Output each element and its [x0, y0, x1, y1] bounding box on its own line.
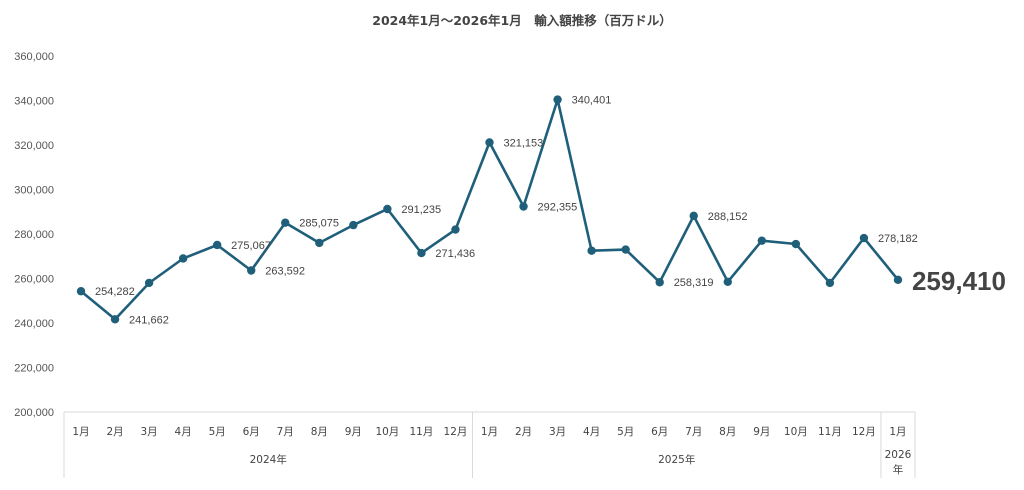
data-point — [893, 275, 903, 285]
data-point — [655, 278, 664, 287]
x-tick-label: 4月 — [583, 426, 600, 438]
x-tick-label: 9月 — [753, 426, 770, 438]
x-tick-label: 11月 — [409, 426, 433, 438]
data-label: 263,592 — [265, 266, 305, 278]
latest-value-label: 259,410 — [912, 266, 1006, 296]
y-tick-label: 340,000 — [14, 96, 54, 108]
x-axis: 1月 2月 3月 4月 5月 6月 7月 8月 9月 10月 11月 12月 1月 2月 3月 4月 5月 6月 7… — [63, 411, 916, 478]
data-point — [723, 277, 732, 287]
x-tick-label: 10月 — [784, 426, 808, 438]
x-tick-label: 8月 — [719, 426, 736, 438]
data-label: 254,282 — [95, 286, 135, 298]
y-tick-label: 240,000 — [14, 318, 54, 330]
data-point — [178, 254, 188, 263]
data-labels: 254,282 241,662 275,067 263,592 285,075 291,2… — [95, 95, 1006, 327]
data-point — [144, 278, 154, 288]
x-tick-label: 11月 — [818, 426, 842, 438]
x-tick-label: 3月 — [549, 426, 566, 438]
x-tick-label: 9月 — [345, 426, 362, 438]
x-tick-label: 1月 — [889, 426, 906, 438]
plot-area — [76, 95, 903, 324]
y-tick-label: 280,000 — [14, 229, 54, 241]
y-tick-label: 320,000 — [14, 140, 54, 152]
year-group-label: 2026 年 — [885, 449, 912, 476]
data-point — [110, 315, 120, 324]
x-tick-label: 12月 — [852, 426, 876, 438]
y-tick-label: 300,000 — [14, 185, 54, 197]
x-tick-label: 4月 — [175, 426, 192, 438]
data-label: 292,355 — [538, 202, 578, 214]
x-tick-label: 8月 — [311, 426, 328, 438]
x-tick-label: 5月 — [617, 426, 634, 438]
chart-title: 2024年1月～2026年1月 輸入額推移（百万ドル） — [372, 13, 671, 28]
x-tick-label: 12月 — [444, 426, 468, 438]
x-tick-label: 7月 — [685, 426, 702, 438]
data-label: 278,182 — [878, 233, 918, 245]
data-label: 285,075 — [299, 218, 339, 230]
data-point — [587, 246, 596, 255]
x-tick-label: 1月 — [72, 426, 89, 438]
x-tick-label: 6月 — [651, 426, 668, 438]
data-point — [281, 218, 290, 227]
year-group-label: 2024年 — [250, 453, 287, 466]
data-label: 340,401 — [572, 95, 612, 107]
data-point — [757, 236, 767, 245]
data-point — [212, 240, 222, 250]
x-tick-label: 1月 — [481, 426, 498, 438]
data-point — [825, 278, 835, 288]
x-tick-label: 5月 — [209, 426, 226, 438]
data-point — [689, 211, 698, 221]
data-label: 321,153 — [504, 137, 544, 149]
data-point — [859, 233, 869, 243]
y-tick-label: 220,000 — [14, 363, 54, 375]
data-point — [383, 204, 392, 214]
data-point — [519, 202, 528, 211]
y-tick-label: 200,000 — [14, 407, 54, 419]
data-label: 258,319 — [674, 277, 714, 289]
data-label: 288,152 — [708, 211, 748, 223]
data-point — [791, 239, 801, 249]
x-tick-label: 7月 — [277, 426, 294, 438]
x-tick-label: 6月 — [243, 426, 260, 438]
data-point — [417, 248, 426, 258]
data-label: 275,067 — [231, 240, 271, 252]
data-label: 241,662 — [129, 314, 169, 326]
year-group-label: 2025年 — [658, 453, 695, 466]
x-tick-label: 2月 — [515, 426, 532, 438]
x-tick-label: 10月 — [375, 426, 399, 438]
data-label: 271,436 — [435, 248, 475, 260]
data-point — [451, 225, 460, 234]
data-point — [76, 287, 86, 296]
data-point — [349, 220, 358, 230]
data-label: 291,235 — [401, 204, 441, 216]
y-tick-label: 260,000 — [14, 274, 54, 286]
data-point — [485, 138, 494, 147]
data-point — [247, 266, 256, 275]
y-axis: 200,000 220,000 240,000 260,000 280,000 300,0… — [14, 51, 54, 419]
x-tick-label: 2月 — [106, 426, 123, 438]
y-tick-label: 360,000 — [14, 51, 54, 63]
data-point — [315, 238, 324, 248]
data-point — [553, 95, 562, 104]
data-point — [621, 245, 630, 254]
series-line — [80, 98, 900, 321]
x-tick-label: 3月 — [141, 426, 158, 438]
